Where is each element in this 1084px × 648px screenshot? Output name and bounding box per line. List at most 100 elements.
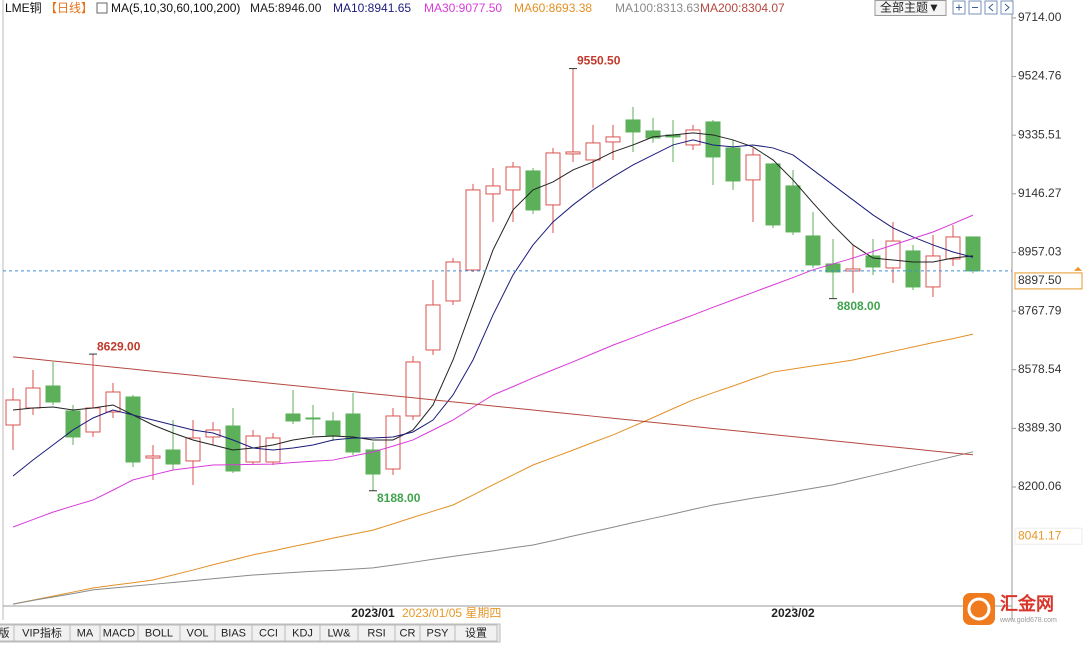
x-tick-label: 2023/01 [351, 606, 395, 620]
candle-body [385, 415, 401, 470]
y-tick-label: 9524.76 [1018, 69, 1062, 83]
y-tick-label: 8578.54 [1018, 362, 1062, 376]
chart-title: LME铜 [5, 0, 42, 15]
legend-entry: MA5:8946.00 [250, 1, 322, 15]
candle-body [425, 304, 441, 351]
indicator-tab-label: PSY [426, 627, 449, 639]
last-price-box [1014, 272, 1083, 290]
candle-body [485, 185, 501, 195]
indicator-tab-label: RSI [367, 627, 385, 639]
indicator-tab-label: KDJ [292, 627, 313, 639]
candle-body [705, 121, 721, 158]
y-tick-label: 8200.06 [1018, 479, 1062, 493]
plot [3, 68, 1012, 605]
candle-body [865, 255, 881, 268]
candle-body [805, 235, 821, 266]
cursor-price-label: 8041.17 [1018, 528, 1062, 542]
candle-body [845, 268, 861, 272]
extreme-label: 8808.00 [837, 299, 881, 313]
candle-body [445, 261, 461, 302]
candle-body [925, 255, 941, 288]
icon-glyph [956, 4, 962, 11]
ma-line [12, 333, 974, 605]
candle-body [165, 449, 181, 465]
indicator-tab-label: CR [400, 627, 416, 639]
candle-body [585, 142, 601, 161]
legend-entry: MA200:8304.07 [700, 1, 785, 15]
indicator-tab-label: 版 [0, 625, 10, 639]
candle-body [345, 413, 361, 453]
candle-body [965, 236, 981, 272]
indicator-tab-label: 设置 [465, 626, 487, 639]
candle-body [785, 185, 801, 233]
scroll-right-icon[interactable] [1000, 0, 1014, 15]
candle-body [765, 163, 781, 226]
cursor-date: 2023/01/05 星期四 [402, 606, 501, 620]
icon-glyph [988, 3, 994, 12]
candle-body [625, 119, 641, 133]
period-label: 【日线】 [45, 1, 93, 15]
candle-body [505, 166, 521, 191]
indicator-tab-label: MA [77, 627, 94, 639]
candle-body [565, 151, 581, 155]
extreme-label: 8629.00 [97, 339, 141, 353]
candle-body [885, 240, 901, 269]
candle-body [905, 250, 921, 288]
indicator-tab-label: VOL [186, 627, 208, 639]
indicator-tab[interactable] [454, 624, 498, 642]
candle-body [745, 154, 761, 181]
candle-body [25, 387, 41, 409]
candle-body [465, 189, 481, 271]
scroll-left-icon[interactable] [984, 0, 998, 15]
candle-body [185, 437, 201, 462]
candle-body [645, 130, 661, 139]
candle-body [545, 152, 561, 206]
y-tick-label: 9146.27 [1018, 186, 1062, 200]
indicator-tab-label: CCI [259, 627, 278, 639]
candle-body [685, 129, 701, 146]
indicator-tab-label: MACD [103, 627, 135, 639]
y-tick-label: 8389.30 [1018, 421, 1062, 435]
ma-line [12, 132, 974, 451]
ma-line [12, 356, 974, 456]
icon-glyph [1004, 3, 1010, 12]
candle-body [145, 455, 161, 459]
candle-body [365, 449, 381, 475]
y-tick-label: 9335.51 [1018, 127, 1062, 141]
candle-body [45, 385, 61, 403]
indicator-label: MA(5,10,30,60,100,200) [111, 1, 240, 15]
legend-entry: MA10:8941.65 [333, 1, 411, 15]
indicator-tab-label: BOLL [145, 627, 173, 639]
candle-body [305, 417, 321, 420]
ma-line [12, 139, 974, 477]
legend-entry: MA100:8313.63 [615, 1, 700, 15]
candle-body [125, 396, 141, 463]
extreme-label: 9550.50 [577, 54, 621, 68]
candle-body [85, 407, 101, 433]
theme-button[interactable] [874, 0, 947, 16]
candle-body [245, 435, 261, 463]
indicator-tab-label: LW& [327, 627, 351, 639]
theme-button-label: 全部主题▼ [880, 0, 940, 15]
candle-body [105, 391, 121, 413]
candle-body [405, 361, 421, 417]
candle-body [285, 413, 301, 422]
y-tick-label: 8957.03 [1018, 245, 1062, 259]
x-tick-label: 2023/02 [771, 606, 815, 620]
logo-glyph [967, 597, 991, 621]
last-price-label: 8897.50 [1018, 273, 1062, 287]
toolbar-icons [952, 0, 1014, 15]
candle-body [945, 236, 961, 260]
ma-line [12, 451, 974, 605]
tabs: 版 VIP指标 MA MACD BOLL VOL BIAS CCI KDJ LW& RSI CR PSY… [0, 624, 498, 642]
y-tick-label: 8767.79 [1018, 303, 1062, 317]
candle-body [325, 420, 341, 437]
cursor-price-box [1014, 527, 1083, 545]
indicator-icon[interactable] [96, 2, 108, 14]
candle-body [725, 147, 741, 182]
candle-body [65, 410, 81, 438]
legend-entry: MA60:8693.38 [514, 1, 592, 15]
y-tick-label: 9714.00 [1018, 10, 1062, 24]
